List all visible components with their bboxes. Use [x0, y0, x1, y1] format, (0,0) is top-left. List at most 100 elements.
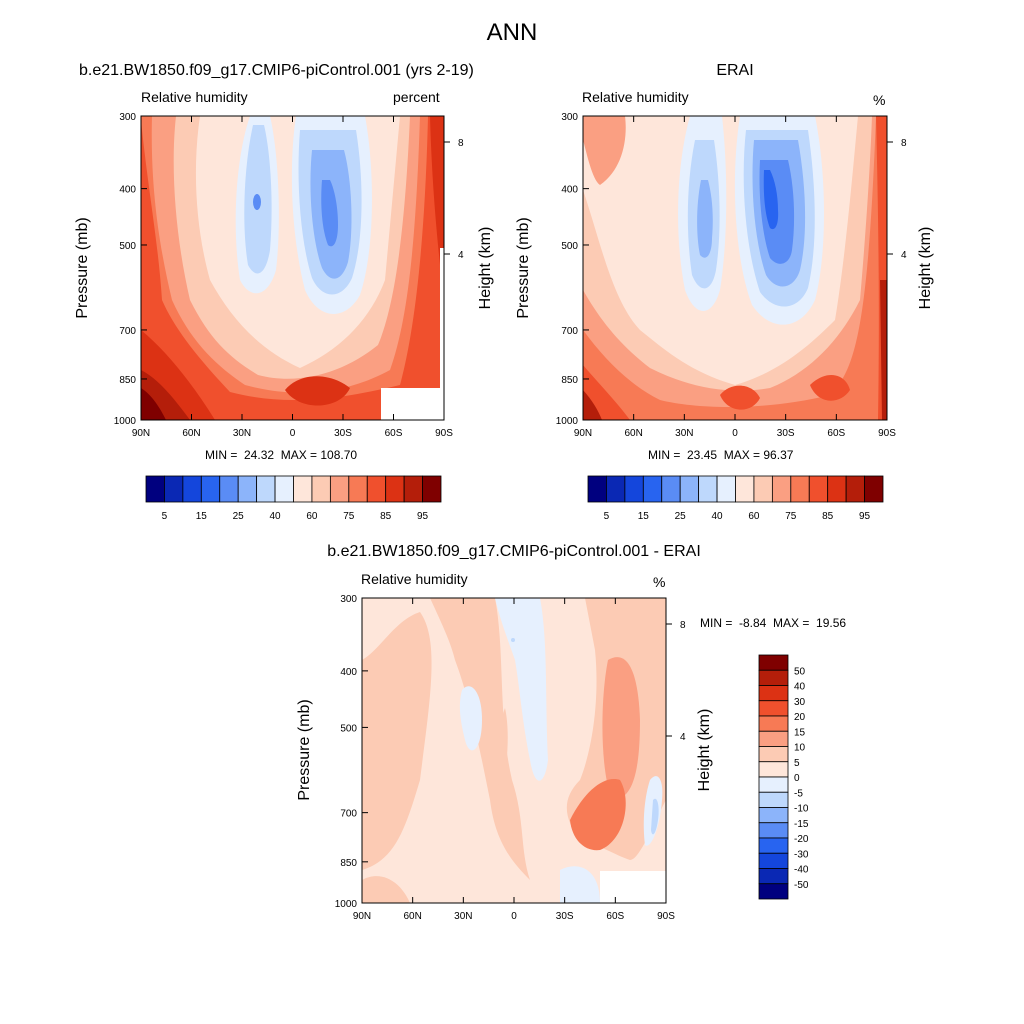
panel-title: b.e21.BW1850.f09_g17.CMIP6-piControl.001… [327, 543, 701, 560]
panel-title: ERAI [716, 62, 754, 79]
variable-label: Relative humidity [582, 89, 689, 105]
colorbar-swatch [758, 791, 789, 808]
units-label: % [653, 574, 666, 590]
height-tick-label: 4 [901, 250, 907, 261]
colorbar-swatch [758, 852, 789, 869]
x-tick-label: 30S [556, 911, 574, 922]
y-tick-label: 500 [340, 723, 357, 734]
contour-field [362, 598, 666, 903]
y-ticks-left: 300 400 500 700 850 1000 [335, 594, 368, 910]
x-tick-label: 0 [290, 428, 296, 439]
colorbar-label: 15 [638, 511, 650, 522]
colorbar-label: 5 [162, 511, 168, 522]
colorbar-label: -30 [794, 849, 809, 860]
colorbar-label: 15 [196, 511, 208, 522]
panel-title: b.e21.BW1850.f09_g17.CMIP6-piControl.001… [79, 62, 474, 79]
y-tick-label: 1000 [556, 416, 579, 427]
x-tick-label: 60S [827, 428, 845, 439]
colorbar-swatch [758, 822, 789, 839]
colorbar-label: 40 [270, 511, 282, 522]
x-tick-label: 90S [657, 911, 675, 922]
colorbar-label: -5 [794, 788, 803, 799]
colorbar-label: 30 [794, 697, 806, 708]
y-ticks-right: 84 [444, 138, 464, 261]
y-tick-label: 400 [119, 185, 136, 196]
y-tick-label: 850 [119, 375, 136, 386]
colorbar-label: 25 [233, 511, 245, 522]
y-tick-label: 400 [561, 185, 578, 196]
x-tick-label: 60N [624, 428, 642, 439]
min-max-stats: MIN = -8.84 MAX = 19.56 [700, 616, 847, 630]
colorbar-swatches [145, 475, 442, 503]
colorbar-label: 85 [822, 511, 834, 522]
colorbar-labels: 5 15 25 40 60 75 85 95 [604, 511, 871, 522]
x-tick-label: 30N [675, 428, 693, 439]
min-max-stats: MIN = 23.45 MAX = 96.37 [648, 448, 794, 462]
colorbar-swatch [758, 807, 789, 824]
colorbar-label: 5 [794, 758, 800, 769]
colorbar-label: 85 [380, 511, 392, 522]
colorbar-label: 50 [794, 666, 806, 677]
y-tick-label: 1000 [335, 899, 358, 910]
y-ticks-right: 84 [887, 138, 907, 261]
y-tick-label: 300 [561, 112, 578, 123]
y-tick-label: 700 [561, 326, 578, 337]
y-axis-label: Pressure (mb) [296, 699, 313, 801]
y-axis-label-right: Height (km) [696, 708, 713, 792]
colorbar-label: -20 [794, 834, 809, 845]
colorbar-model: 5 15 25 40 60 75 85 95 [145, 475, 442, 522]
y-tick-label: 1000 [114, 416, 137, 427]
colorbar-swatch [758, 746, 789, 763]
colorbar-label: 15 [794, 727, 806, 738]
colorbar-swatch [758, 715, 789, 732]
variable-label: Relative humidity [141, 89, 248, 105]
colorbar-label: -15 [794, 819, 809, 830]
colorbar-label: -50 [794, 880, 809, 891]
colorbar-swatch [758, 700, 789, 717]
colorbar-swatches [758, 654, 789, 900]
colorbar-labels: 5 15 25 40 60 75 85 95 [162, 511, 429, 522]
x-tick-label: 90N [132, 428, 150, 439]
height-tick-label: 8 [901, 138, 907, 149]
y-ticks-left: 300 400 500 700 850 1000 [556, 112, 589, 427]
colorbar-swatch [758, 654, 789, 671]
colorbar-label: 60 [748, 511, 760, 522]
colorbar-swatch [758, 669, 789, 686]
colorbar-label: 60 [306, 511, 318, 522]
x-tick-label: 60N [403, 911, 421, 922]
contour-field [583, 116, 887, 420]
colorbar-swatch [758, 837, 789, 854]
colorbar-swatch [758, 685, 789, 702]
variable-label: Relative humidity [361, 571, 468, 587]
height-tick-label: 8 [458, 138, 464, 149]
height-tick-label: 4 [680, 732, 686, 743]
x-tick-label: 30S [777, 428, 795, 439]
colorbar-label: 75 [785, 511, 797, 522]
y-tick-label: 700 [340, 809, 357, 820]
page-title: ANN [486, 19, 538, 46]
y-tick-label: 850 [340, 858, 357, 869]
x-tick-label: 0 [511, 911, 517, 922]
x-tick-label: 30N [233, 428, 251, 439]
x-tick-label: 30S [334, 428, 352, 439]
y-tick-label: 500 [119, 241, 136, 252]
x-tick-label: 60S [606, 911, 624, 922]
y-ticks-left: 300 400 500 700 850 1000 [114, 112, 147, 427]
y-tick-label: 300 [340, 594, 357, 605]
colorbar-swatch [758, 868, 789, 885]
units-label: percent [393, 89, 440, 105]
colorbar-label: 95 [859, 511, 871, 522]
colorbar-label: 5 [604, 511, 610, 522]
colorbar-label: 75 [343, 511, 355, 522]
height-tick-label: 8 [680, 620, 686, 631]
y-tick-label: 700 [119, 326, 136, 337]
colorbar-label: 40 [794, 682, 806, 693]
contour-field [141, 116, 444, 420]
colorbar-label: 0 [794, 773, 800, 784]
x-tick-label: 90N [574, 428, 592, 439]
x-tick-label: 90S [878, 428, 896, 439]
height-tick-label: 4 [458, 250, 464, 261]
colorbar-swatch [758, 761, 789, 778]
y-ticks-right: 84 [666, 620, 686, 743]
